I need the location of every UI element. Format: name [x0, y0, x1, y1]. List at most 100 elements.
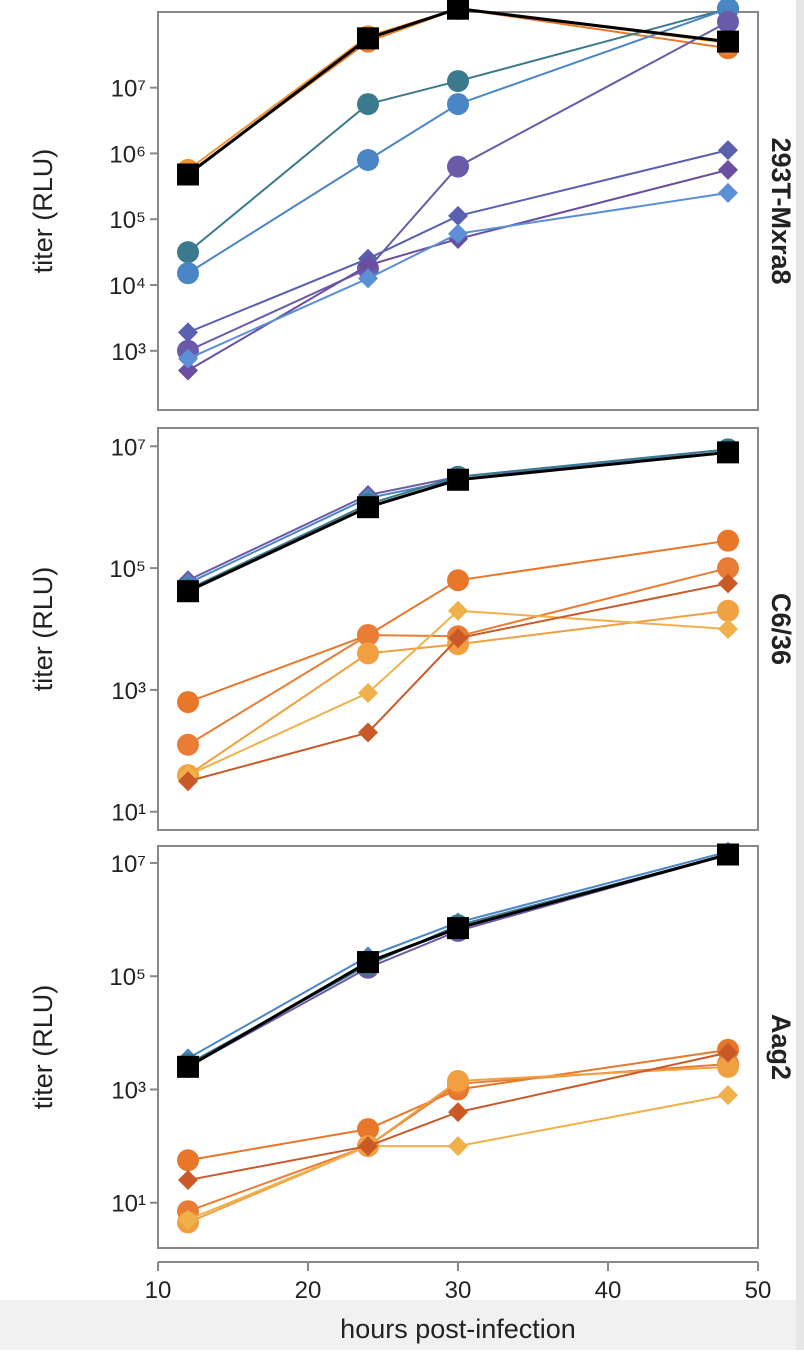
point-orange-4: [178, 1209, 198, 1230]
x-axis-title: hours post-infection: [340, 1314, 576, 1344]
y-axis-title: titer (RLU): [28, 149, 58, 274]
series-line-orange-1: [187, 1048, 729, 1162]
point-indigo-diamond: [178, 322, 198, 343]
point-orange-3: [717, 1055, 739, 1078]
series-line-orange-4: [187, 1094, 729, 1221]
point-orange-4: [718, 1085, 738, 1106]
series-line-orange-4: [187, 609, 729, 777]
panel-0: 10³ 10⁴ 10⁵ 10⁶ 10⁷ titer (RLU) 293T-Mxra8: [28, 0, 796, 411]
series-line-control: [187, 853, 729, 1069]
panel-data: [177, 841, 739, 1234]
point-orange-4: [358, 682, 378, 703]
point-lightblue-diamond: [358, 268, 378, 289]
y-tick-label: 10⁴: [109, 273, 146, 300]
y-axis-title: titer (RLU): [28, 567, 58, 692]
window-edge: [796, 0, 804, 1350]
y-tick-label: 10⁷: [111, 851, 146, 878]
series-line-orange-2: [187, 567, 729, 746]
point-blue: [447, 93, 469, 116]
point-dark-orange: [358, 722, 378, 743]
point-teal: [177, 241, 199, 264]
series-line-orange-1: [187, 539, 729, 704]
point-orange-3: [717, 599, 739, 622]
point-control: [357, 27, 379, 50]
point-teal: [447, 70, 469, 93]
point-indigo-diamond: [448, 205, 468, 226]
point-dark-orange: [358, 1136, 378, 1157]
x-tick-label: 40: [595, 1277, 622, 1304]
point-lightblue-diamond: [448, 223, 468, 244]
series-line-dark-orange: [187, 1051, 729, 1182]
y-tick-label: 10¹: [111, 800, 146, 827]
point-control: [447, 468, 469, 491]
point-orange-4: [718, 619, 738, 639]
point-orange-2: [357, 624, 379, 647]
point-orange-3: [447, 1069, 469, 1092]
series-line-purple-circle: [187, 20, 729, 352]
facet-label: C6/36: [766, 593, 796, 665]
panel-data: [177, 0, 739, 381]
series-line-dark-orange: [187, 582, 729, 783]
point-orange-1: [177, 1149, 199, 1172]
point-control: [717, 30, 739, 53]
series-line-control: [187, 450, 729, 593]
point-orange-4: [448, 600, 468, 621]
point-violet-diamond: [178, 360, 198, 381]
point-control: [717, 843, 739, 866]
point-orange-2: [177, 733, 199, 756]
point-violet-diamond: [358, 255, 378, 276]
point-dark-orange: [718, 573, 738, 594]
series-line-orange-3: [187, 609, 729, 777]
point-orange-1: [447, 569, 469, 592]
x-tick-label: 10: [145, 1277, 172, 1304]
point-indigo-diamond: [718, 140, 738, 161]
series-line-blue: [187, 448, 729, 585]
bottom-shade: [0, 1300, 796, 1350]
point-control: [357, 496, 379, 519]
point-dark-orange: [448, 1102, 468, 1123]
y-tick-label: 10⁵: [109, 556, 146, 583]
series-line-lightblue-diamond: [187, 191, 729, 360]
series-line-teal: [187, 448, 729, 591]
x-axis: 10 20 30 40 50: [145, 1261, 772, 1304]
panel-1: 10¹ 10³ 10⁵ 10⁷ titer (RLU) C6/36: [28, 427, 796, 831]
y-tick-label: 10³: [111, 339, 146, 366]
x-tick-label: 30: [445, 1277, 472, 1304]
point-purple-circle: [447, 155, 469, 178]
point-blue: [177, 262, 199, 285]
point-orange-1: [177, 691, 199, 714]
point-control: [177, 1055, 199, 1078]
point-dark-orange: [718, 1042, 738, 1063]
point-control: [447, 917, 469, 940]
y-tick-label: 10³: [111, 1077, 146, 1104]
x-tick-label: 20: [295, 1277, 322, 1304]
panel-2: 10¹ 10³ 10⁵ 10⁷ titer (RLU) Aag2: [28, 841, 796, 1249]
point-lightblue-diamond: [178, 348, 198, 369]
point-dark-orange: [448, 628, 468, 649]
point-orange-3: [357, 642, 379, 665]
y-tick-label: 10³: [111, 678, 146, 705]
y-tick-label: 10⁵: [109, 964, 146, 991]
x-tick-label: 50: [745, 1277, 772, 1304]
facet-label: 293T-Mxra8: [766, 137, 796, 284]
series-line-orange-3: [187, 1065, 729, 1224]
y-tick-label: 10¹: [111, 1191, 146, 1218]
point-purple-circle: [717, 10, 739, 33]
panel-data: [177, 438, 739, 792]
point-orange-4: [448, 1136, 468, 1157]
y-tick-label: 10⁵: [109, 207, 146, 234]
y-tick-label: 10⁷: [111, 434, 146, 461]
point-teal: [357, 93, 379, 116]
point-dark-orange: [178, 1170, 198, 1191]
point-lightblue-diamond: [718, 182, 738, 203]
y-tick-label: 10⁶: [109, 141, 146, 168]
point-orange-1: [717, 529, 739, 552]
point-orange-2: [717, 557, 739, 580]
point-control: [177, 163, 199, 186]
point-dark-orange: [178, 771, 198, 792]
point-control: [177, 580, 199, 603]
series-line-teal: [187, 7, 729, 253]
series-line-control: [187, 7, 729, 176]
y-axis-title: titer (RLU): [28, 985, 58, 1110]
